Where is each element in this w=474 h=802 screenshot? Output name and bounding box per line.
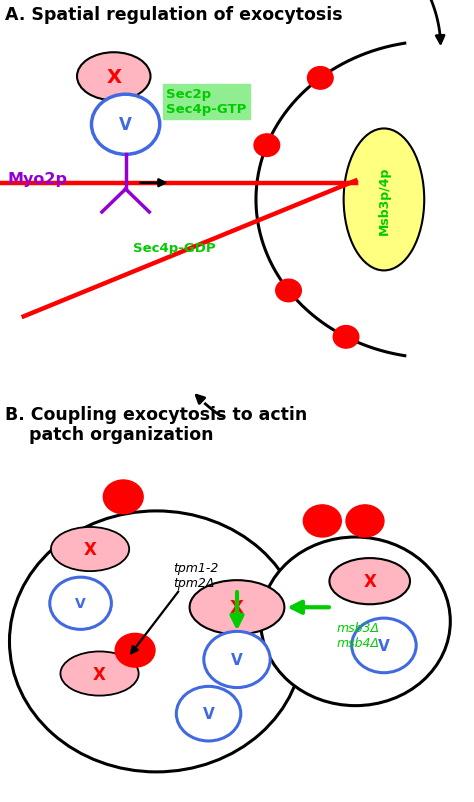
Circle shape bbox=[115, 634, 155, 667]
Ellipse shape bbox=[344, 129, 424, 271]
Ellipse shape bbox=[9, 512, 303, 772]
Circle shape bbox=[303, 505, 341, 537]
Text: X: X bbox=[230, 598, 244, 617]
Text: V: V bbox=[231, 652, 243, 667]
Ellipse shape bbox=[261, 537, 450, 706]
Text: V: V bbox=[119, 116, 132, 134]
Circle shape bbox=[333, 326, 359, 349]
Text: V: V bbox=[203, 707, 214, 721]
Ellipse shape bbox=[77, 53, 151, 101]
Circle shape bbox=[103, 480, 143, 514]
Text: Msb3p/4p: Msb3p/4p bbox=[377, 166, 391, 234]
Circle shape bbox=[50, 577, 111, 630]
Text: tpm1-2
tpm2Δ: tpm1-2 tpm2Δ bbox=[173, 561, 219, 589]
Ellipse shape bbox=[51, 528, 129, 571]
Text: A. Spatial regulation of exocytosis: A. Spatial regulation of exocytosis bbox=[5, 6, 342, 24]
Text: V: V bbox=[378, 638, 390, 653]
Text: B. Coupling exocytosis to actin
    patch organization: B. Coupling exocytosis to actin patch or… bbox=[5, 405, 307, 444]
Circle shape bbox=[204, 632, 270, 687]
Circle shape bbox=[352, 618, 416, 673]
Text: V: V bbox=[75, 597, 86, 610]
Text: Sec2p
Sec4p-GTP: Sec2p Sec4p-GTP bbox=[166, 88, 246, 116]
Circle shape bbox=[176, 687, 241, 741]
Ellipse shape bbox=[190, 581, 284, 634]
Circle shape bbox=[346, 505, 384, 537]
Text: X: X bbox=[106, 67, 121, 87]
Text: X: X bbox=[83, 541, 97, 558]
Text: Myo2p: Myo2p bbox=[7, 172, 67, 187]
Text: X: X bbox=[363, 573, 376, 590]
Text: X: X bbox=[93, 665, 106, 683]
Ellipse shape bbox=[61, 651, 139, 695]
Text: Sec4p-GDP: Sec4p-GDP bbox=[133, 241, 215, 254]
Circle shape bbox=[254, 135, 280, 157]
Text: msb3Δ
msb4Δ: msb3Δ msb4Δ bbox=[337, 622, 380, 650]
Circle shape bbox=[276, 280, 301, 302]
Ellipse shape bbox=[329, 558, 410, 605]
Circle shape bbox=[308, 67, 333, 90]
Circle shape bbox=[91, 95, 160, 155]
